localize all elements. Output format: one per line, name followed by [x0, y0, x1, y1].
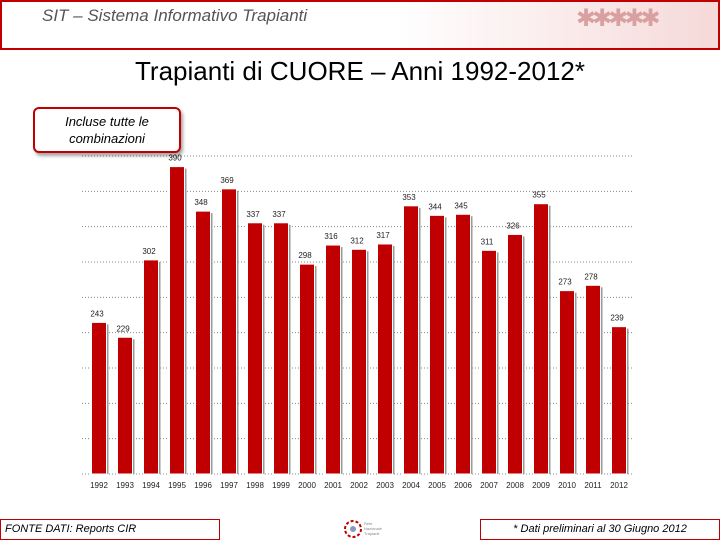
bar-2005 — [429, 214, 445, 475]
x-tick-label-1996: 1996 — [194, 481, 212, 490]
x-tick-label-2000: 2000 — [298, 481, 316, 490]
bar-1999 — [273, 222, 289, 475]
people-logo-icon: ✱✱✱✱✱ — [576, 5, 661, 32]
data-label-1994: 302 — [142, 247, 156, 256]
note-box: Incluse tutte le combinazioni — [33, 107, 181, 153]
bar-1998 — [247, 222, 263, 475]
x-tick-label-2006: 2006 — [454, 481, 472, 490]
x-tick-label-2008: 2008 — [506, 481, 524, 490]
data-label-2009: 355 — [532, 191, 546, 200]
bar-1996 — [195, 210, 211, 475]
data-label-2012: 239 — [610, 314, 624, 323]
x-tick-label-1995: 1995 — [168, 481, 186, 490]
source-footer: FONTE DATI: Reports CIR — [0, 519, 220, 540]
bar-2011 — [585, 284, 601, 475]
data-label-2003: 317 — [376, 231, 390, 240]
x-tick-label-1997: 1997 — [220, 481, 238, 490]
bar-2007 — [481, 249, 497, 475]
data-label-1997: 369 — [220, 176, 234, 185]
bar-2003 — [377, 243, 393, 475]
data-label-1996: 348 — [194, 198, 208, 207]
data-label-1995: 390 — [168, 154, 182, 163]
logo-text: Rete Nazionale Trapianti — [364, 521, 382, 536]
bar-2006 — [455, 213, 471, 475]
header-bar: SIT – Sistema Informativo Trapianti ✱✱✱✱… — [0, 0, 720, 50]
bar-2004 — [403, 205, 419, 475]
data-label-1992: 243 — [90, 309, 104, 318]
header-title: SIT – Sistema Informativo Trapianti — [42, 6, 308, 25]
data-label-2001: 316 — [324, 232, 338, 241]
data-label-2005: 344 — [428, 202, 442, 211]
x-tick-label-2009: 2009 — [532, 481, 550, 490]
x-tick-label-2004: 2004 — [402, 481, 420, 490]
bar-1995 — [169, 166, 185, 475]
x-tick-label-2001: 2001 — [324, 481, 342, 490]
footnote: * Dati preliminari al 30 Giugno 2012 — [480, 519, 720, 540]
bar-2010 — [559, 290, 575, 475]
network-logo-icon — [344, 520, 362, 538]
data-label-2006: 345 — [454, 201, 468, 210]
bar-2002 — [351, 248, 367, 475]
x-tick-label-1999: 1999 — [272, 481, 290, 490]
bar-2000 — [299, 263, 315, 475]
x-tick-label-1998: 1998 — [246, 481, 264, 490]
x-tick-label-2012: 2012 — [610, 481, 628, 490]
data-label-2011: 278 — [584, 272, 598, 281]
x-tick-label-2011: 2011 — [584, 481, 602, 490]
data-label-2000: 298 — [298, 251, 312, 260]
data-label-2010: 273 — [558, 278, 572, 287]
x-tick-label-2010: 2010 — [558, 481, 576, 490]
chart-title: Trapianti di CUORE – Anni 1992-2012* — [135, 56, 585, 86]
x-tick-label-1993: 1993 — [116, 481, 134, 490]
bar-1994 — [143, 259, 159, 475]
bar-chart: 243 1992 229 1993 302 1994 390 1995 348 1996 369 19… — [82, 154, 632, 490]
x-tick-label-2005: 2005 — [428, 481, 446, 490]
bar-1997 — [221, 188, 237, 475]
bar-1992 — [91, 321, 107, 475]
data-label-2007: 311 — [481, 237, 494, 246]
bar-2009 — [533, 203, 549, 475]
x-tick-label-2002: 2002 — [350, 481, 368, 490]
bar-1993 — [117, 336, 133, 475]
data-label-2004: 353 — [402, 193, 416, 202]
data-label-2008: 326 — [506, 221, 520, 230]
data-label-2002: 312 — [350, 236, 364, 245]
x-tick-label-2007: 2007 — [480, 481, 498, 490]
header-background: SIT – Sistema Informativo Trapianti ✱✱✱✱… — [2, 2, 718, 48]
bar-2001 — [325, 244, 341, 475]
data-label-1999: 337 — [272, 210, 286, 219]
bar-2008 — [507, 233, 523, 475]
x-tick-label-1992: 1992 — [90, 481, 108, 490]
data-label-1993: 229 — [116, 324, 130, 333]
x-tick-label-1994: 1994 — [142, 481, 160, 490]
bar-2012 — [611, 326, 627, 475]
data-label-1998: 337 — [246, 210, 260, 219]
x-tick-label-2003: 2003 — [376, 481, 394, 490]
